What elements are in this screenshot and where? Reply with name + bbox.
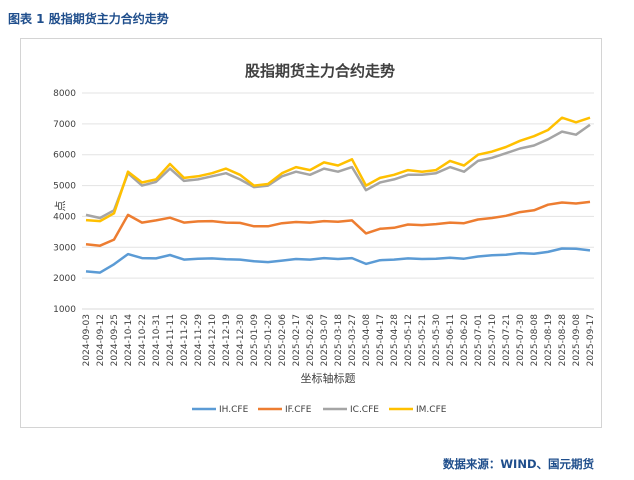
x-tick-label: 2025-01-09	[250, 314, 260, 367]
x-tick-label: 2024-09-03	[82, 314, 92, 366]
x-axis-ticks: 2024-09-03 2024-09-12 2024-09-25 2024-10-14…	[82, 314, 596, 367]
figure-caption: 图表 1 股指期货主力合约走势	[8, 12, 169, 26]
x-tick-label: 2024-12-10	[208, 314, 218, 367]
x-tick-label: 2025-07-10	[488, 314, 498, 367]
x-tick-label: 2025-02-17	[292, 314, 302, 366]
series-lines	[85, 116, 591, 274]
x-tick-label: 2024-09-12	[96, 314, 106, 366]
x-tick-label: 2025-04-17	[376, 314, 386, 366]
legend-label: IF.CFE	[285, 405, 312, 415]
x-tick-label: 2024-11-29	[194, 314, 204, 367]
legend-label: IM.CFE	[416, 405, 447, 415]
x-tick-label: 2025-02-06	[278, 314, 288, 367]
x-tick-label: 2024-09-25	[110, 314, 120, 366]
x-tick-label: 2025-06-20	[460, 314, 470, 367]
x-tick-label: 2025-07-21	[502, 314, 512, 366]
x-tick-label: 2025-01-20	[264, 314, 274, 367]
x-tick-label: 2025-08-19	[544, 314, 554, 367]
series-line-ic-cfe	[85, 123, 591, 220]
x-tick-label: 2025-04-28	[390, 314, 400, 367]
x-tick-label: 2025-07-30	[516, 314, 526, 367]
x-tick-label: 2024-12-19	[222, 314, 232, 367]
x-tick-label: 2025-02-26	[306, 314, 316, 367]
x-tick-label: 2024-11-11	[166, 314, 176, 366]
x-tick-label: 2025-06-11	[446, 314, 456, 366]
x-tick-label: 2025-08-28	[558, 314, 568, 367]
x-tick-label: 2025-05-12	[404, 314, 414, 366]
legend-item: IC.CFE	[323, 405, 379, 415]
legend-label: IH.CFE	[219, 405, 249, 415]
x-tick-label: 2025-03-07	[320, 314, 330, 366]
x-axis-label: 坐标轴标题	[301, 371, 356, 385]
series-line-if-cfe	[85, 200, 591, 247]
legend-item: IH.CFE	[192, 405, 249, 415]
x-tick-label: 2025-04-08	[362, 314, 372, 367]
x-tick-label: 2025-07-01	[474, 314, 484, 366]
chart-title: 股指期货主力合约走势	[245, 62, 395, 80]
series-line-im-cfe	[85, 116, 591, 223]
y-axis-label: 点	[54, 201, 67, 212]
x-tick-label: 2025-08-08	[530, 314, 540, 367]
y-tick-label: 3000	[53, 243, 76, 253]
y-axis-ticks: 1000 2000 3000 4000 5000 6000 7000 8000	[53, 89, 76, 315]
legend-label: IC.CFE	[350, 405, 379, 415]
y-tick-label: 4000	[53, 212, 76, 222]
legend: IH.CFE IF.CFE IC.CFE IM.CFE	[192, 405, 447, 415]
gridlines	[82, 92, 594, 310]
y-tick-label: 1000	[53, 305, 76, 315]
legend-item: IM.CFE	[389, 405, 447, 415]
legend-item: IF.CFE	[258, 405, 312, 415]
source-note: 数据来源：WIND、国元期货	[442, 457, 594, 471]
x-tick-label: 2024-11-20	[180, 314, 190, 367]
series-line-ih-cfe	[85, 247, 591, 274]
y-tick-label: 7000	[53, 120, 76, 130]
y-tick-label: 5000	[53, 182, 76, 192]
y-tick-label: 8000	[53, 89, 76, 99]
y-tick-label: 6000	[53, 151, 76, 161]
x-tick-label: 2025-09-17	[586, 314, 596, 366]
x-tick-label: 2024-12-30	[236, 314, 246, 367]
x-tick-label: 2024-10-31	[152, 314, 162, 366]
x-tick-label: 2025-09-08	[572, 314, 582, 367]
x-tick-label: 2024-10-22	[138, 314, 148, 366]
y-tick-label: 2000	[53, 274, 76, 284]
x-tick-label: 2025-03-18	[334, 314, 344, 367]
x-tick-label: 2025-05-21	[418, 314, 428, 366]
x-tick-label: 2024-10-14	[124, 314, 134, 367]
x-tick-label: 2025-05-30	[432, 314, 442, 367]
x-tick-label: 2025-03-27	[348, 314, 358, 366]
